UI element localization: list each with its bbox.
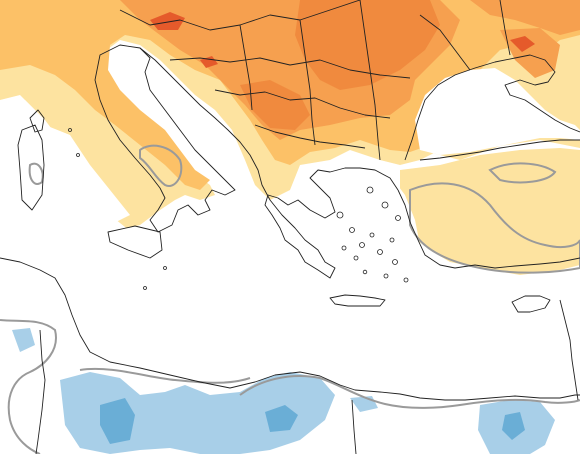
cool-mid-egypt [265,405,298,432]
border-inland-8 [359,0,381,161]
border-sardinia [17,124,45,211]
island [362,269,368,275]
border-crete [329,294,386,307]
island [403,277,409,283]
border-inland-6 [239,24,253,111]
island [389,237,395,243]
border-egypt-libya [351,399,357,454]
island [349,227,355,233]
cool-anomaly-layer [12,328,555,454]
contour-sardinia [28,162,44,185]
warm-max-crimea [510,36,535,52]
border-turkey-coast [397,189,580,269]
border-black-sea-coast [404,54,580,161]
island [163,266,167,270]
contour-turkey-east [488,162,557,184]
islands-layer [68,128,409,290]
island [366,186,374,194]
border-inland-2 [169,57,411,79]
border-inland-4 [254,124,366,149]
island [395,215,401,221]
mediterranean-sea [0,100,580,454]
contour-italy [139,144,183,187]
border-libya-tunisia [35,329,46,454]
island [76,153,80,157]
black-sea [415,68,580,155]
island [341,245,347,251]
island [369,232,375,238]
cool-light-tunisia [12,328,35,352]
warm-max-hungary [150,12,185,30]
tyrrhenian-sea [40,125,130,225]
border-inland-5 [419,14,471,71]
island [353,255,359,261]
warm-stronger-region [295,0,440,90]
cool-mid-levant [502,412,525,440]
border-inland-3 [214,89,391,119]
island [392,259,398,265]
contour-libya [79,367,251,384]
island [377,249,383,255]
contour-turkey [409,182,580,274]
border-italy-coast [94,44,236,233]
contour-layer [0,144,580,454]
border-turkey-north [419,139,580,161]
border-levant [559,299,579,401]
island [381,201,389,209]
border-sicily [107,225,163,259]
contour-africa-west [0,319,57,454]
cool-mid-libya [100,398,135,444]
aegean-sea [300,168,430,270]
border-cyprus [511,295,551,313]
contour-africa-coast [239,375,580,409]
border-balkan-coast [139,47,399,279]
adriatic-sea [110,60,240,160]
island [359,242,365,248]
border-africa-coast [0,257,580,401]
island [143,286,147,290]
border-inland-9 [499,0,511,56]
warm-strong-east [470,0,580,35]
island [68,128,72,132]
island [383,273,389,279]
sea-and-neutral-layer [0,60,580,454]
border-corsica [29,109,45,133]
border-inland-7 [299,19,316,146]
island [336,211,344,219]
